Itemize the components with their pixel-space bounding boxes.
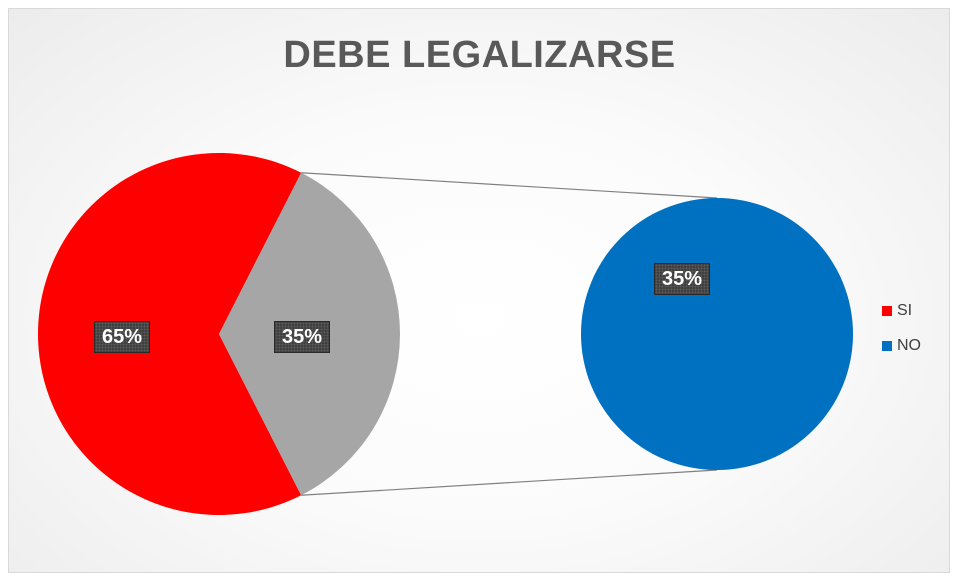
legend-item-si: SI [882,300,921,322]
data-label-no: 35% [275,322,330,352]
legend-swatch-no [882,341,892,351]
pie-slice-si [38,152,302,516]
connector-line-top [301,172,718,199]
legend-item-no: NO [882,335,921,357]
connector-line-bottom [301,469,718,496]
legend-label-si: SI [897,302,913,319]
data-label-secondary-no: 35% [655,264,710,294]
chart-title: DEBE LEGALIZARSE [283,34,676,76]
legend-label-no: NO [897,337,921,354]
secondary-pie-no [581,198,853,470]
data-label-si: 65% [95,322,150,352]
legend-swatch-si [882,306,892,316]
legend: SI NO [882,300,921,370]
